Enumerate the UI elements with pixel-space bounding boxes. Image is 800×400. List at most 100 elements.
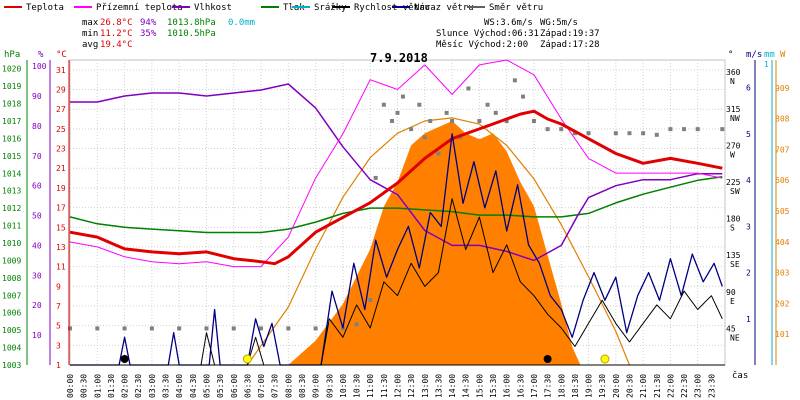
info-sunset: Západ:19:37	[540, 29, 600, 39]
axis-hpa-tick: 1005	[2, 326, 21, 335]
x-tick-label: 20:00	[612, 374, 621, 398]
axis-pct-tick: 100	[32, 62, 47, 71]
wind-direction-point	[720, 127, 725, 132]
axis-degc-tick: 1	[56, 361, 61, 370]
series-line-prizemni-teplota	[69, 59, 723, 268]
axis-degc-tick: 3	[56, 341, 61, 350]
wind-direction-point	[177, 326, 182, 331]
axis-degc-tick: 29	[56, 86, 66, 95]
wind-direction-point	[654, 132, 659, 137]
axis-dir-tick: 180	[726, 215, 741, 224]
x-tick-label: 14:30	[462, 374, 471, 398]
wind-direction-point	[259, 326, 264, 331]
wind-direction-point	[641, 131, 646, 136]
axis-wm2-label: W	[780, 50, 786, 60]
axis-pct-label: %	[38, 50, 44, 60]
wind-direction-point	[477, 119, 482, 123]
axis-ms-label: m/s	[746, 50, 762, 60]
wind-direction-point	[545, 127, 550, 132]
x-tick-label: 23:30	[707, 374, 716, 398]
wind-direction-point	[428, 119, 433, 123]
x-tick-label: 07:00	[257, 374, 266, 398]
x-tick-label: 21:00	[639, 374, 648, 398]
axis-degc-tick: 13	[56, 243, 66, 252]
series-line-naraz-vetru	[70, 133, 723, 366]
axis-dir-compass: SE	[730, 260, 740, 269]
x-tick-label: 00:00	[66, 374, 75, 398]
stat-max-press: 1013.8hPa	[167, 18, 216, 28]
info-wg: WG:5m/s	[540, 18, 578, 28]
sun-rise-marker	[242, 354, 252, 364]
legend-label: Vlhkost	[194, 3, 232, 13]
stat-avg-label: avg	[82, 40, 98, 50]
axis-wm2-tick: 505	[775, 207, 790, 216]
axis-hpa-tick: 1004	[2, 344, 21, 353]
moon-rise-marker	[120, 355, 129, 363]
axis-dir-compass: NW	[730, 114, 740, 123]
stat-avg-temp: 19.4°C	[100, 40, 133, 50]
axis-hpa-tick: 1006	[2, 309, 21, 318]
axis-dir-compass: SW	[730, 187, 740, 196]
axis-pct-tick: 40	[32, 241, 42, 250]
axis-dir-compass: S	[730, 224, 735, 233]
wind-direction-point	[493, 110, 498, 115]
legend-label: Směr větru	[489, 3, 543, 13]
axis-dir-compass: NE	[730, 333, 740, 342]
axis-ms-tick: 6	[746, 84, 751, 93]
axis-hpa-tick: 1018	[2, 100, 21, 109]
wind-direction-point	[504, 119, 509, 123]
axis-degc-tick: 15	[56, 223, 66, 232]
axis-hpa-tick: 1003	[2, 361, 21, 370]
axis-hpa-tick: 1013	[2, 187, 21, 196]
axis-hpa-tick: 1008	[2, 274, 21, 283]
axis-pct-tick: 20	[32, 301, 42, 310]
axis-dir-compass: W	[730, 150, 735, 159]
wind-direction-point	[381, 102, 386, 107]
info-sunrise: Slunce Východ:06:31	[436, 29, 539, 39]
x-tick-label: 07:30	[271, 374, 280, 398]
wind-direction-point	[466, 86, 471, 91]
wind-direction-point	[436, 151, 441, 156]
wind-direction-point	[395, 110, 400, 115]
x-tick-label: 16:30	[516, 374, 525, 398]
x-tick-label: 18:00	[557, 374, 566, 398]
x-tick-label: 12:00	[394, 374, 403, 398]
axis-pct-tick: 80	[32, 122, 42, 131]
wind-direction-point	[417, 102, 422, 107]
wind-direction-point	[559, 127, 564, 132]
stat-min-label: min	[82, 29, 98, 39]
axis-hpa-tick: 1016	[2, 134, 21, 143]
wind-direction-point	[627, 131, 632, 136]
series-line-vlhkost	[70, 83, 723, 262]
axis-dir-tick: 315	[726, 105, 741, 114]
x-tick-label: 19:30	[598, 374, 607, 398]
x-tick-label: 08:30	[298, 374, 307, 398]
axis-dir-tick: 225	[726, 178, 741, 187]
wind-direction-point	[409, 127, 414, 132]
axis-ms-tick: 5	[746, 130, 751, 139]
axis-dir-tick: 360	[726, 68, 741, 77]
legend-label: Rychlost větru	[354, 3, 430, 13]
stat-max-temp: 26.8°C	[100, 18, 133, 28]
x-tick-label: 03:30	[162, 374, 171, 398]
wind-direction-point	[313, 326, 318, 331]
axis-degc-tick: 7	[56, 302, 61, 311]
wind-direction-point	[390, 119, 395, 123]
axis-hpa-tick: 1015	[2, 152, 21, 161]
axis-wm2-tick: 303	[775, 269, 790, 278]
axis-degc-tick: 11	[56, 263, 66, 272]
x-tick-label: 16:00	[503, 374, 512, 398]
axis-ms-tick: 2	[746, 269, 751, 278]
wind-direction-point	[368, 297, 373, 302]
axis-wm2-tick: 404	[775, 238, 790, 247]
x-tick-label: 23:00	[694, 374, 703, 398]
axis-wm2-tick: 606	[775, 176, 790, 185]
solar-theoretical-line	[246, 117, 631, 366]
solar-radiation-area	[288, 121, 581, 365]
info-moonset: Západ:17:28	[540, 40, 600, 50]
axis-dir-compass: E	[730, 297, 735, 306]
legend-label: Přízemní teplota	[96, 3, 183, 13]
axis-ms-tick: 1	[746, 315, 751, 324]
stat-min-press: 1010.5hPa	[167, 29, 216, 39]
x-tick-label: 19:00	[585, 374, 594, 398]
